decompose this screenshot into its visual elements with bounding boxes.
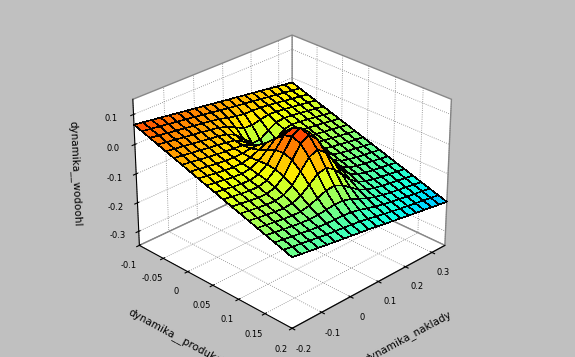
Y-axis label: dynamika__produkcj: dynamika__produkcj [126, 306, 226, 357]
X-axis label: dynamika_naklady: dynamika_naklady [362, 309, 454, 357]
